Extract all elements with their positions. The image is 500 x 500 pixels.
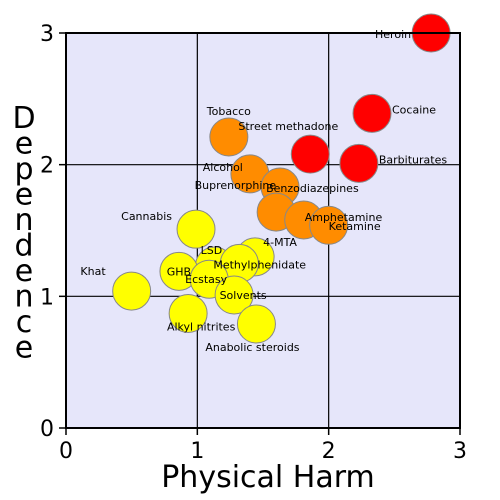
point-label: Anabolic steroids bbox=[205, 341, 299, 354]
point-label: Cocaine bbox=[392, 103, 436, 116]
point-label: Alkyl nitrites bbox=[167, 320, 236, 333]
data-point bbox=[168, 293, 208, 333]
y-axis-title-letter: D bbox=[12, 101, 35, 136]
data-point bbox=[214, 275, 254, 315]
point-label: Alcohol bbox=[203, 161, 243, 174]
y-axis-title-letter: e bbox=[15, 178, 33, 213]
y-axis-title-letter: d bbox=[14, 229, 33, 264]
y-tick-label: 3 bbox=[40, 22, 54, 47]
point-label: Street methadone bbox=[238, 120, 338, 133]
data-point bbox=[309, 205, 349, 245]
point-label: GHB bbox=[167, 265, 191, 278]
point-label: Methylphenidate bbox=[213, 258, 306, 271]
x-tick-label: 1 bbox=[190, 439, 204, 464]
y-tick-label: 0 bbox=[40, 417, 54, 442]
y-axis-title-letter: e bbox=[15, 254, 33, 289]
point-label: Cannabis bbox=[121, 210, 172, 223]
y-axis-title-letter: n bbox=[14, 203, 33, 238]
x-tick-label: 2 bbox=[322, 439, 336, 464]
y-axis-title-letter: p bbox=[14, 152, 33, 187]
y-tick-label: 1 bbox=[40, 285, 54, 310]
point-label: Barbiturates bbox=[379, 153, 447, 166]
y-axis-title-letter: e bbox=[15, 331, 33, 366]
data-point bbox=[236, 304, 276, 344]
data-point bbox=[209, 117, 249, 157]
point-label: Buprenorphine bbox=[195, 179, 277, 192]
point-label: 4-MTA bbox=[263, 236, 297, 249]
data-point bbox=[352, 93, 392, 133]
y-axis-title-letter: c bbox=[16, 305, 33, 340]
x-tick-label: 0 bbox=[59, 439, 73, 464]
plot-background bbox=[66, 33, 460, 428]
point-label: Khat bbox=[80, 265, 106, 278]
y-axis-title-letter: e bbox=[15, 127, 33, 162]
y-tick-label: 2 bbox=[40, 154, 54, 179]
point-label: Heroin bbox=[375, 28, 411, 41]
x-tick-label: 3 bbox=[453, 439, 467, 464]
data-point bbox=[290, 134, 330, 174]
axis-ticks: 0 1 2 3 0 1 2 3 bbox=[40, 22, 467, 464]
point-label: Benzodiazepines bbox=[266, 182, 359, 195]
point-label: Tobacco bbox=[206, 105, 251, 118]
data-point bbox=[176, 209, 216, 249]
point-label: LSD bbox=[201, 244, 223, 257]
x-axis-title: Physical Harm bbox=[161, 460, 375, 495]
point-label: Amphetamine bbox=[305, 211, 383, 224]
point-label: Solvents bbox=[220, 289, 267, 302]
point-label: Ketamine bbox=[329, 220, 381, 233]
data-point bbox=[112, 271, 152, 311]
y-axis-title-letter: n bbox=[14, 280, 33, 315]
plot-frame bbox=[65, 32, 461, 429]
data-points bbox=[112, 13, 451, 344]
point-labels: Heroin Cocaine Street methadone Barbiturate… bbox=[80, 28, 447, 354]
point-label: Ecstasy bbox=[185, 273, 228, 286]
data-point bbox=[339, 143, 379, 183]
